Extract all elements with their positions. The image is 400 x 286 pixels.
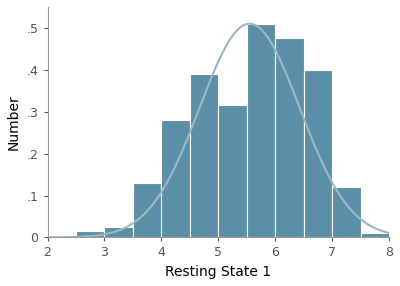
X-axis label: Resting State 1: Resting State 1 [165,265,271,279]
Bar [304,70,332,237]
Bar [161,120,190,237]
Bar [332,187,360,237]
Bar [275,38,304,237]
Bar [133,183,161,237]
Bar [247,24,275,237]
Bar [360,233,389,237]
Bar [190,74,218,237]
Bar [218,106,247,237]
Bar [104,227,133,237]
Y-axis label: Number: Number [7,94,21,150]
Bar [76,231,104,237]
